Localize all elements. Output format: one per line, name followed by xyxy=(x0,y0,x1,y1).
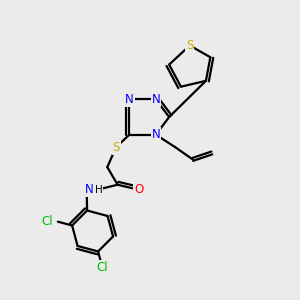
Text: Cl: Cl xyxy=(96,261,108,274)
Text: N: N xyxy=(152,128,160,141)
Text: N: N xyxy=(125,93,134,106)
Text: N: N xyxy=(85,183,94,196)
Text: O: O xyxy=(134,183,143,196)
Text: H: H xyxy=(94,185,102,195)
Text: N: N xyxy=(152,93,160,106)
Text: Cl: Cl xyxy=(42,215,53,228)
Text: S: S xyxy=(186,39,194,52)
Text: S: S xyxy=(112,141,120,154)
